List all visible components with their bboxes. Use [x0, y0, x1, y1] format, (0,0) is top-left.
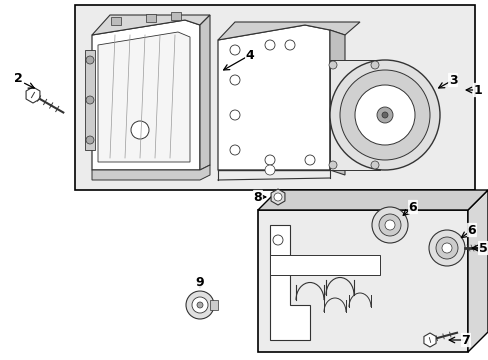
Circle shape	[329, 60, 439, 170]
Circle shape	[328, 161, 336, 169]
Circle shape	[370, 161, 378, 169]
Circle shape	[229, 75, 240, 85]
Text: 3: 3	[448, 73, 456, 86]
Polygon shape	[218, 22, 359, 40]
Circle shape	[86, 56, 94, 64]
Bar	[146, 14, 156, 22]
Bar	[75, 5, 474, 190]
Text: 6: 6	[467, 224, 475, 237]
Polygon shape	[200, 15, 209, 170]
Polygon shape	[269, 225, 309, 340]
Bar	[209, 300, 218, 310]
Circle shape	[441, 243, 451, 253]
Circle shape	[86, 96, 94, 104]
Circle shape	[285, 40, 294, 50]
Circle shape	[328, 61, 336, 69]
Circle shape	[354, 85, 414, 145]
Circle shape	[381, 112, 387, 118]
Circle shape	[378, 214, 400, 236]
Polygon shape	[329, 30, 345, 175]
Polygon shape	[92, 165, 209, 180]
Circle shape	[384, 220, 394, 230]
Circle shape	[376, 107, 392, 123]
Circle shape	[185, 291, 214, 319]
Circle shape	[273, 193, 282, 201]
Circle shape	[305, 155, 314, 165]
Circle shape	[435, 237, 457, 259]
Circle shape	[264, 165, 274, 175]
Circle shape	[229, 145, 240, 155]
Circle shape	[371, 207, 407, 243]
Bar	[329, 60, 379, 170]
Text: 9: 9	[195, 276, 204, 289]
Circle shape	[428, 230, 464, 266]
Polygon shape	[467, 190, 487, 352]
Text: 6: 6	[408, 201, 416, 213]
Text: 2: 2	[14, 72, 22, 85]
Polygon shape	[92, 15, 209, 35]
Bar	[111, 17, 121, 25]
Text: 7: 7	[461, 333, 469, 346]
Bar	[171, 12, 181, 20]
Circle shape	[131, 121, 149, 139]
Text: 4: 4	[245, 49, 254, 62]
Circle shape	[264, 155, 274, 165]
Polygon shape	[269, 255, 379, 275]
Polygon shape	[258, 190, 487, 210]
Bar	[85, 50, 95, 150]
Circle shape	[192, 297, 207, 313]
Circle shape	[272, 235, 283, 245]
Polygon shape	[98, 32, 190, 162]
Circle shape	[229, 45, 240, 55]
Circle shape	[264, 40, 274, 50]
Text: 8: 8	[253, 190, 262, 203]
Circle shape	[197, 302, 203, 308]
Polygon shape	[92, 20, 200, 170]
Circle shape	[86, 136, 94, 144]
Polygon shape	[218, 25, 329, 170]
Circle shape	[229, 110, 240, 120]
Circle shape	[339, 70, 429, 160]
Circle shape	[370, 61, 378, 69]
Polygon shape	[258, 210, 467, 352]
Text: 5: 5	[478, 242, 487, 255]
Text: 1: 1	[473, 84, 481, 96]
